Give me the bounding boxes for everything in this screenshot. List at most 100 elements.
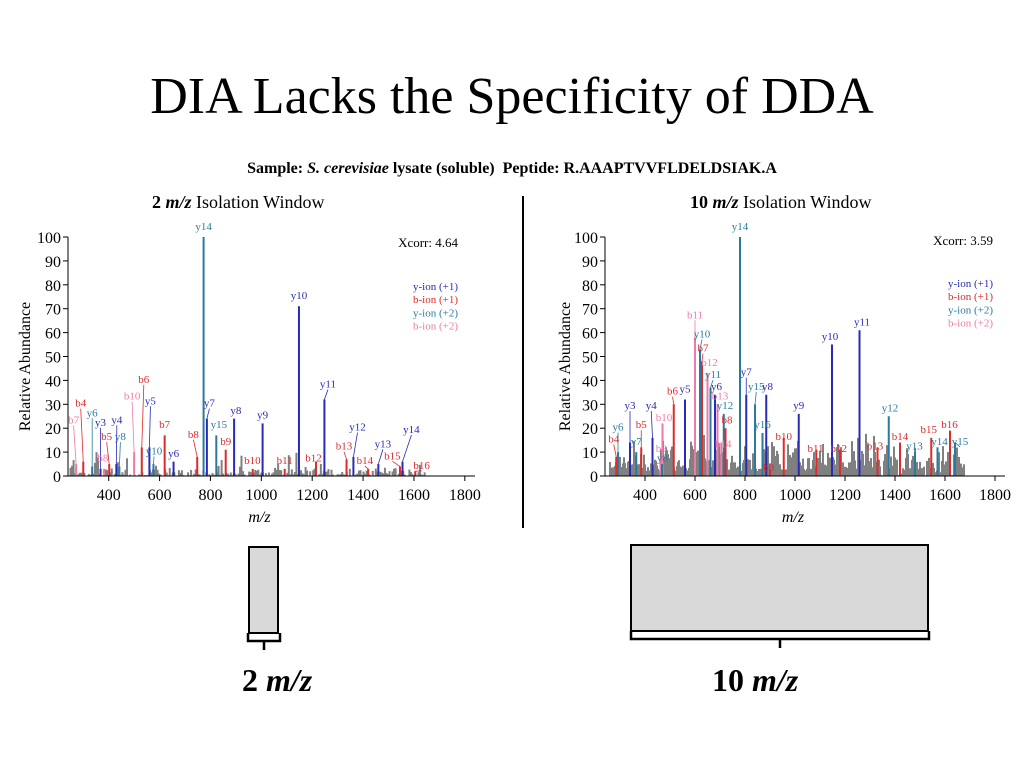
y-tick-label: 0 [590, 469, 598, 486]
peak-label: b11 [687, 309, 703, 321]
peak-leader [613, 444, 617, 457]
window-label-left-number: 2 [242, 662, 258, 698]
peak-label: b4 [608, 434, 620, 446]
window-title-left: 2 m/z Isolation Window [152, 192, 324, 213]
peak-label: b14 [357, 455, 374, 467]
window-label-right-number: 10 [712, 662, 744, 698]
sample-rest: lysate (soluble) [392, 160, 495, 177]
peak-leader [954, 442, 961, 448]
window-title-right-suffix: Isolation Window [743, 192, 872, 212]
peak-label: y15 [748, 381, 765, 393]
peak-label: y11 [854, 316, 870, 328]
y-tick-label: 100 [37, 230, 61, 247]
peak-label: b15 [921, 424, 938, 436]
peak-label: y7 [204, 398, 216, 410]
legend-entry: y-ion (+1) [948, 278, 993, 290]
y-tick-label: 80 [45, 278, 61, 295]
x-tick-label: 1600 [398, 487, 430, 504]
peak-label: y10 [694, 328, 711, 340]
xcorr-annotation: Xcorr: 4.64 [398, 235, 458, 250]
sample-line: Sample: S. cerevisiae lysate (soluble) P… [0, 160, 1024, 178]
x-tick-label: 400 [633, 487, 657, 504]
peak-leader [131, 401, 135, 453]
peak-label: b6 [138, 374, 150, 386]
window-title-left-unit: m/z [165, 192, 192, 212]
peak-label: y14 [403, 424, 420, 436]
peak-label: b14 [715, 438, 732, 450]
peak-label: y9 [793, 400, 805, 412]
peak-label: b5 [636, 419, 648, 431]
peak-label: y4 [646, 400, 658, 412]
y-tick-label: 40 [45, 373, 61, 390]
window-label-right: 10 m/z [712, 662, 798, 699]
peak-label: b7 [698, 343, 710, 355]
peak-leader [364, 465, 369, 470]
peak-leader [710, 379, 714, 388]
peak-label: y12 [717, 400, 734, 412]
isolation-window-bracket-left [246, 633, 282, 650]
x-tick-label: 1000 [245, 487, 277, 504]
window-title-left-number: 2 [152, 192, 161, 212]
peak-label: b13 [867, 441, 884, 453]
peak-label: y5 [145, 395, 157, 407]
peak-label: y14 [931, 436, 948, 448]
peak-leader [73, 425, 77, 465]
y-tick-label: 90 [45, 254, 61, 271]
spectrum-chart-right: y14b11y10b7b12y11y6b13y12b8b14y5b6b10y4y… [557, 221, 1011, 526]
peak-label: b11 [807, 443, 823, 455]
y-tick-label: 100 [574, 230, 598, 247]
peak-label: b12 [831, 443, 848, 455]
peak-label: b10 [656, 412, 673, 424]
peak-leader [353, 432, 358, 457]
peak-label: y6 [168, 448, 180, 460]
y-tick-label: 70 [582, 302, 598, 319]
peak-label: b10 [124, 391, 141, 403]
peak-leader [402, 434, 412, 462]
peak-label: y3 [625, 400, 637, 412]
slide-title: DIA Lacks the Specificity of DDA [150, 68, 874, 125]
peak-label: y3 [95, 417, 107, 429]
peak-label: b7 [68, 414, 80, 426]
peak-label: y9 [257, 410, 269, 422]
panel-divider [522, 196, 524, 528]
peak-label: y7 [631, 436, 643, 448]
spectrum-chart-left: y14y10y11b4b7y6y3b5y4y8b8b10b6y5y10b7y6b… [17, 221, 481, 526]
window-title-left-suffix: Isolation Window [196, 192, 325, 212]
x-tick-label: 1400 [879, 487, 911, 504]
y-tick-label: 10 [45, 445, 61, 462]
x-tick-label: 1200 [296, 487, 328, 504]
peak-label: y6 [613, 422, 625, 434]
peak-label: y8 [657, 453, 669, 465]
peak-leader [118, 442, 121, 467]
y-tick-label: 60 [582, 326, 598, 343]
isolation-window-bracket-right [629, 631, 931, 648]
peak-label: y8 [115, 431, 127, 443]
peak-leader [699, 339, 703, 350]
x-tick-label: 600 [148, 487, 172, 504]
peak-label: b10 [244, 455, 261, 467]
peak-label: y6 [87, 407, 99, 419]
peak-leader [149, 406, 151, 448]
x-tick-label: 800 [733, 487, 757, 504]
x-tick-label: 600 [683, 487, 707, 504]
window-title-right-number: 10 [690, 192, 708, 212]
peak-label: b11 [277, 455, 293, 467]
peak-label: b13 [336, 441, 353, 453]
peak-label: y10 [291, 290, 308, 302]
legend-entry: y-ion (+1) [413, 281, 458, 293]
sample-label: Sample: [247, 160, 304, 177]
legend-entry: b-ion (+1) [948, 291, 993, 303]
peak-label: y11 [320, 379, 336, 391]
peak-leader [141, 384, 145, 448]
peak-leader [672, 396, 675, 405]
noise-peaks-right [609, 433, 965, 476]
y-tick-label: 90 [582, 254, 598, 271]
legend-entry: y-ion (+2) [413, 307, 458, 319]
peak-label: y7 [741, 367, 753, 379]
legend-entry: b-ion (+2) [413, 321, 458, 333]
peak-leader [193, 439, 198, 457]
peak-label: y15 [211, 419, 228, 431]
peak-label: b4 [75, 398, 87, 410]
peptide-sequence: R.AAAPTVVFLDELDSIAK.A [563, 160, 777, 177]
peak-label: b16 [941, 419, 958, 431]
